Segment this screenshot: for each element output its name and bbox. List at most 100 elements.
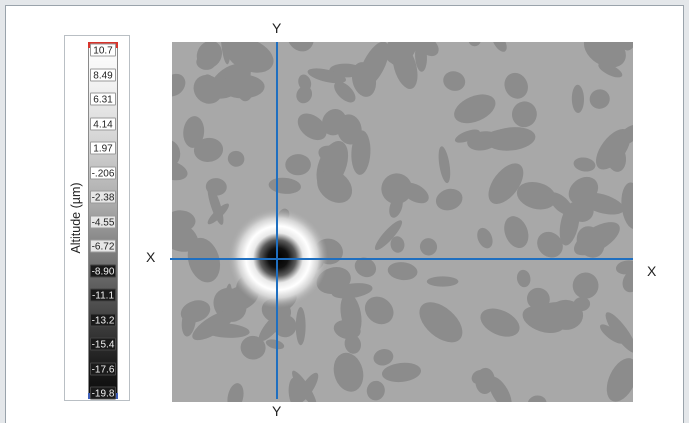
terrain-patch xyxy=(619,42,633,51)
y-axis-label-bottom: Y xyxy=(272,403,282,419)
terrain-patch xyxy=(438,146,451,184)
terrain-patch xyxy=(589,89,610,109)
terrain-patch xyxy=(454,129,480,143)
terrain-patch xyxy=(385,42,414,64)
terrain-patch xyxy=(265,339,285,350)
terrain-patch xyxy=(488,376,512,402)
terrain-patch xyxy=(511,101,537,128)
terrain-patch xyxy=(537,231,563,258)
terrain-patch xyxy=(220,74,265,99)
scale-tick-label: -.206 xyxy=(90,166,116,179)
scale-tick-label: -2.38 xyxy=(90,190,116,204)
terrain-patch xyxy=(527,395,547,402)
altitude-map-image xyxy=(172,42,633,402)
surface-altitude-map[interactable] xyxy=(172,42,633,402)
terrain-patch xyxy=(366,380,385,401)
scale-tick-label: -15.4 xyxy=(90,337,116,351)
terrain-patches xyxy=(172,42,633,402)
scale-tick-label: -11.1 xyxy=(90,288,116,302)
terrain-patch xyxy=(381,173,413,205)
scale-tick-label: -8.90 xyxy=(90,264,116,277)
scale-tick-label: 4.14 xyxy=(90,117,116,130)
scale-tick-label: 1.97 xyxy=(90,141,116,155)
x-axis-label-right: X xyxy=(647,263,657,279)
terrain-patch xyxy=(419,302,463,343)
terrain-patch xyxy=(373,349,394,366)
terrain-patch xyxy=(468,42,481,47)
terrain-patch xyxy=(522,305,565,334)
scale-tick-label: -17.6 xyxy=(90,362,116,375)
terrain-patch xyxy=(598,62,623,78)
terrain-patch xyxy=(292,370,317,402)
terrain-patch xyxy=(492,42,507,52)
terrain-patch xyxy=(307,68,347,84)
terrain-patch xyxy=(337,114,362,145)
terrain-patch xyxy=(482,128,534,149)
terrain-patch xyxy=(354,257,377,278)
scale-tick-label: 8.49 xyxy=(90,68,116,81)
terrain-patch xyxy=(381,362,422,383)
terrain-patch xyxy=(571,84,585,113)
terrain-patch xyxy=(317,169,353,203)
terrain-patch xyxy=(477,227,493,249)
terrain-patch xyxy=(237,42,252,56)
terrain-patch xyxy=(344,334,362,354)
terrain-patch xyxy=(207,184,224,225)
terrain-patch xyxy=(572,272,599,299)
terrain-patch xyxy=(364,296,394,325)
terrain-patch xyxy=(334,81,356,103)
scale-tick-label: -4.55 xyxy=(90,215,116,228)
terrain-patch xyxy=(426,276,459,287)
crater-pit xyxy=(228,208,328,308)
terrain-patch xyxy=(605,312,633,353)
terrain-patch xyxy=(516,269,531,288)
terrain-patch xyxy=(504,216,529,249)
terrain-patch xyxy=(454,94,496,124)
scale-tick-label: -19.8 xyxy=(90,386,116,400)
terrain-patch xyxy=(387,262,418,281)
terrain-patch xyxy=(573,157,596,172)
terrain-patch xyxy=(435,188,463,211)
terrain-patch xyxy=(297,113,327,141)
scale-tick-label: -13.2 xyxy=(90,313,116,326)
terrain-patch xyxy=(606,358,633,402)
terrain-patch xyxy=(622,269,633,293)
terrain-patch xyxy=(287,42,314,52)
terrain-patch xyxy=(504,72,528,99)
terrain-patch xyxy=(351,62,377,97)
terrain-patch xyxy=(193,137,224,162)
terrain-patch xyxy=(516,181,557,210)
terrain-patch xyxy=(172,210,196,232)
terrain-patch xyxy=(390,236,405,253)
terrain-patch xyxy=(488,163,524,204)
terrain-patch xyxy=(578,192,625,215)
terrain-patch xyxy=(443,71,466,91)
terrain-patch xyxy=(196,54,216,70)
scale-tick-label: -6.72 xyxy=(90,239,116,253)
y-axis-label-top: Y xyxy=(272,20,282,36)
terrain-patch xyxy=(296,86,313,104)
terrain-patch xyxy=(172,159,188,181)
terrain-patch xyxy=(480,308,520,337)
x-axis-label-left: X xyxy=(146,249,156,265)
terrain-patch xyxy=(374,220,403,251)
terrain-patch xyxy=(621,182,633,230)
terrain-patch xyxy=(526,287,550,310)
terrain-patch xyxy=(615,260,633,275)
terrain-patch xyxy=(295,307,306,346)
terrain-patch xyxy=(559,202,580,246)
terrain-patch xyxy=(181,304,197,337)
terrain-patch xyxy=(192,310,235,341)
terrain-patch xyxy=(183,116,205,148)
terrain-patch xyxy=(240,335,266,360)
terrain-patch xyxy=(576,226,605,258)
scale-title: Altitude (µm) xyxy=(69,182,83,254)
terrain-patch xyxy=(618,124,633,146)
terrain-patch xyxy=(333,352,364,392)
terrain-patch xyxy=(415,42,427,72)
terrain-patch xyxy=(419,238,438,256)
terrain-patch xyxy=(258,310,287,342)
terrain-patch xyxy=(227,150,245,167)
scale-tick-label: 6.31 xyxy=(90,92,116,106)
terrain-patch xyxy=(220,42,231,65)
